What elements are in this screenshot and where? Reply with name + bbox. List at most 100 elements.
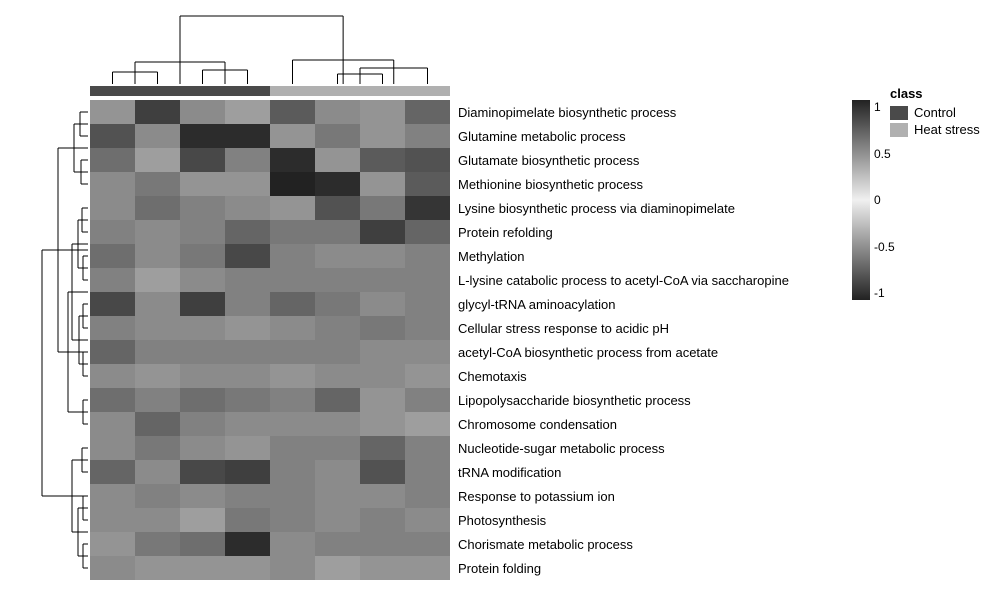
heatmap-cell <box>270 436 315 460</box>
heatmap-cell <box>135 436 180 460</box>
heatmap-cell <box>135 100 180 124</box>
heatmap-cell <box>135 412 180 436</box>
heatmap-cell <box>135 556 180 580</box>
heatmap-cell <box>225 556 270 580</box>
colorbar: 10.50-0.5-1 <box>852 100 870 300</box>
heatmap-cell <box>225 388 270 412</box>
heatmap-cell <box>360 172 405 196</box>
colorbar-tick: -0.5 <box>874 240 895 254</box>
column-dendrogram <box>90 12 450 84</box>
heatmap-cell <box>360 268 405 292</box>
colorbar-tick: -1 <box>874 286 895 300</box>
heatmap-cell <box>90 244 135 268</box>
heatmap-cell <box>135 268 180 292</box>
heatmap-cell <box>360 412 405 436</box>
heatmap-cell <box>225 196 270 220</box>
heatmap-cell <box>360 388 405 412</box>
heatmap-cell <box>90 460 135 484</box>
legend-label: Heat stress <box>914 122 980 137</box>
row-label: Glutamate biosynthetic process <box>458 148 838 172</box>
class-bar-segment <box>315 86 360 96</box>
heatmap-cell <box>315 244 360 268</box>
heatmap-cell <box>405 508 450 532</box>
heatmap-cell <box>270 124 315 148</box>
row-label: Photosynthesis <box>458 508 838 532</box>
heatmap-cell <box>135 148 180 172</box>
heatmap-cell <box>225 292 270 316</box>
heatmap-cell <box>180 244 225 268</box>
heatmap-cell <box>405 532 450 556</box>
heatmap-cell <box>270 556 315 580</box>
heatmap-cell <box>90 364 135 388</box>
row-label: L-lysine catabolic process to acetyl-CoA… <box>458 268 838 292</box>
row-label: Chromosome condensation <box>458 412 838 436</box>
heatmap-cell <box>315 124 360 148</box>
heatmap-cell <box>180 460 225 484</box>
heatmap-cell <box>90 508 135 532</box>
heatmap-cell <box>270 460 315 484</box>
heatmap-cell <box>270 316 315 340</box>
row-label: Chemotaxis <box>458 364 838 388</box>
heatmap-cell <box>315 460 360 484</box>
heatmap-cell <box>360 508 405 532</box>
heatmap-cell <box>90 556 135 580</box>
heatmap-cell <box>405 484 450 508</box>
class-bar-segment <box>360 86 405 96</box>
row-label: Lipopolysaccharide biosynthetic process <box>458 388 838 412</box>
heatmap-cell <box>90 388 135 412</box>
row-labels: Diaminopimelate biosynthetic processGlut… <box>458 100 838 580</box>
heatmap-cell <box>315 220 360 244</box>
heatmap-figure: Diaminopimelate biosynthetic processGlut… <box>0 0 1000 600</box>
heatmap-cell <box>360 556 405 580</box>
heatmap-cell <box>270 412 315 436</box>
heatmap-cell <box>315 268 360 292</box>
heatmap-cell <box>135 364 180 388</box>
heatmap-cell <box>405 364 450 388</box>
heatmap-cell <box>90 268 135 292</box>
heatmap-cell <box>270 244 315 268</box>
heatmap-cell <box>270 148 315 172</box>
heatmap-cell <box>270 532 315 556</box>
class-annotation-bar <box>90 86 450 96</box>
heatmap-cell <box>180 172 225 196</box>
heatmap-cell <box>90 532 135 556</box>
heatmap-cell <box>360 460 405 484</box>
heatmap-cell <box>225 364 270 388</box>
heatmap-cell <box>225 340 270 364</box>
heatmap-cell <box>225 508 270 532</box>
row-label: Chorismate metabolic process <box>458 532 838 556</box>
heatmap-cell <box>315 340 360 364</box>
heatmap-cell <box>360 292 405 316</box>
heatmap-cell <box>315 100 360 124</box>
row-label: Methylation <box>458 244 838 268</box>
heatmap-cell <box>225 412 270 436</box>
heatmap-cell <box>405 124 450 148</box>
heatmap-cell <box>180 556 225 580</box>
heatmap-cell <box>135 316 180 340</box>
row-dendrogram <box>18 100 88 580</box>
heatmap-cell <box>135 292 180 316</box>
row-label: Cellular stress response to acidic pH <box>458 316 838 340</box>
heatmap-cell <box>360 364 405 388</box>
heatmap-cell <box>405 148 450 172</box>
heatmap-cell <box>135 508 180 532</box>
heatmap-cell <box>180 124 225 148</box>
class-bar-segment <box>270 86 315 96</box>
legend-label: Control <box>914 105 956 120</box>
heatmap-cell <box>90 124 135 148</box>
heatmap-cell <box>135 196 180 220</box>
heatmap-cell <box>360 316 405 340</box>
heatmap-cell <box>90 340 135 364</box>
heatmap-cell <box>180 148 225 172</box>
heatmap-cell <box>135 244 180 268</box>
heatmap-cell <box>90 220 135 244</box>
heatmap-cell <box>90 172 135 196</box>
heatmap-cell <box>135 172 180 196</box>
heatmap-cell <box>135 388 180 412</box>
heatmap-cell <box>135 220 180 244</box>
heatmap-cell <box>180 100 225 124</box>
heatmap-cell <box>90 292 135 316</box>
heatmap-cell <box>225 484 270 508</box>
heatmap-cell <box>180 508 225 532</box>
heatmap-cell <box>360 196 405 220</box>
